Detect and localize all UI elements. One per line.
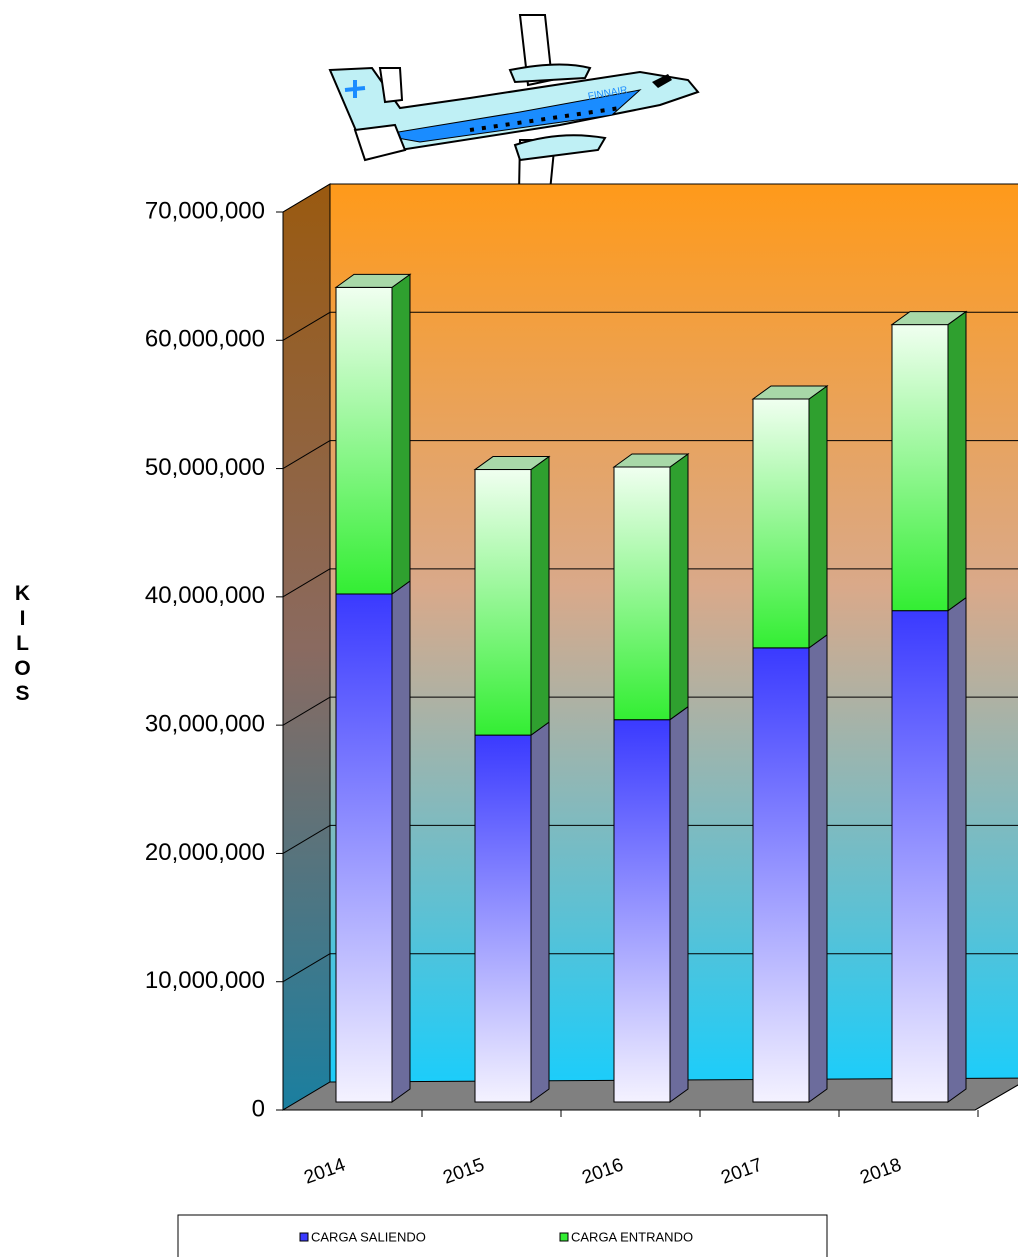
grid-line [282, 440, 331, 470]
bar [335, 286, 393, 595]
bar [752, 398, 810, 649]
bar [752, 647, 810, 1103]
legend-label: CARGA ENTRANDO [571, 1229, 693, 1244]
legend-items: CARGA SALIENDO CARGA ENTRANDO [299, 1229, 693, 1244]
y-tick-label: 30,000,000 [145, 710, 265, 737]
grid-line [282, 311, 331, 341]
grid-line [282, 824, 331, 854]
x-tick-label: 2018 [857, 1154, 904, 1188]
bar-side [391, 273, 411, 595]
x-tick-label: 2015 [440, 1154, 487, 1188]
bar-side [391, 580, 411, 1103]
bar-side [947, 596, 967, 1103]
legend-swatch [559, 1232, 569, 1242]
grid-line [282, 953, 331, 983]
bar [891, 324, 949, 612]
x-tick-label: 2014 [301, 1154, 348, 1188]
bar-side [530, 721, 550, 1103]
bars [334, 273, 968, 1103]
bar-side [808, 385, 828, 649]
y-tick-label: 60,000,000 [145, 326, 265, 353]
legend [177, 1214, 828, 1257]
grid-line [282, 183, 331, 213]
y-tick-label: 50,000,000 [145, 454, 265, 481]
y-tick-label: 20,000,000 [145, 839, 265, 866]
left-wall [282, 183, 331, 1111]
x-axis-depth [974, 1084, 1018, 1111]
x-tick-label: 2017 [718, 1154, 765, 1188]
bar [474, 469, 532, 736]
bar-side [808, 633, 828, 1103]
airplane: FINNAIR [328, 14, 700, 246]
grid-line [282, 696, 331, 726]
y-axis-label: KILOS [11, 582, 34, 707]
bar-side [530, 455, 550, 737]
y-tick-label: 0 [252, 1095, 265, 1122]
bar [891, 610, 949, 1103]
x-tick-label: 2016 [579, 1154, 626, 1188]
bar [613, 466, 671, 721]
bar-top [751, 385, 829, 400]
y-tick-label: 10,000,000 [145, 967, 265, 994]
bar-side [669, 453, 689, 721]
legend-swatch [299, 1232, 309, 1242]
bar-side [947, 310, 967, 612]
bar-top [890, 311, 968, 326]
bar-side [669, 705, 689, 1103]
legend-label: CARGA SALIENDO [311, 1229, 426, 1244]
bar [474, 734, 532, 1103]
bar-top [473, 456, 551, 471]
y-tick-label: 40,000,000 [145, 582, 265, 609]
bar-top [334, 273, 412, 288]
bar [613, 719, 671, 1103]
grid-line [282, 568, 331, 598]
bar-top [612, 453, 690, 468]
bar [335, 593, 393, 1103]
y-tick-label: 70,000,000 [145, 197, 265, 224]
